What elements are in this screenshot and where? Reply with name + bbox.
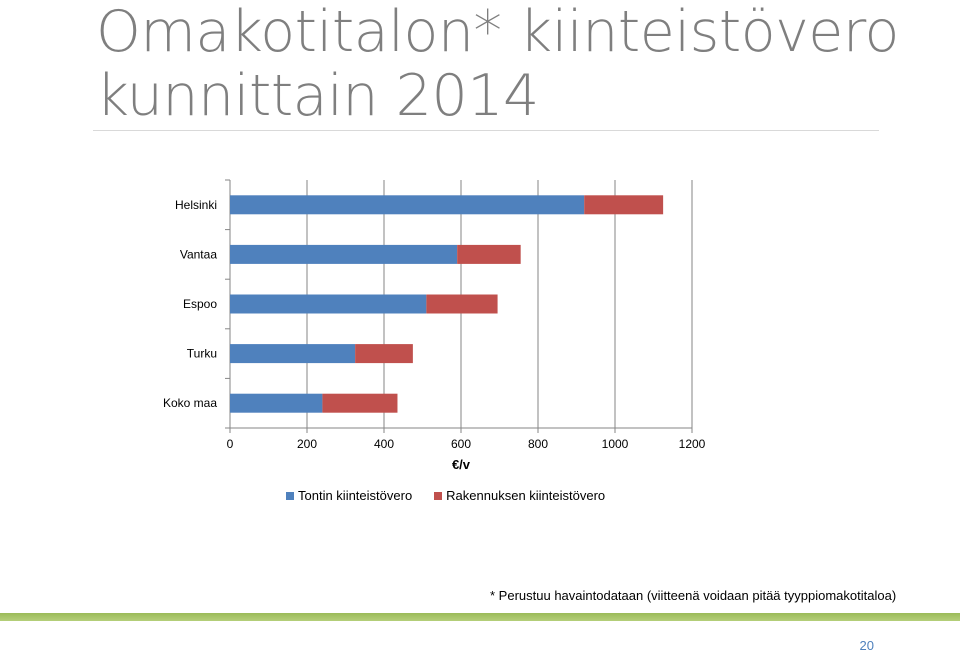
chart-bars <box>230 195 664 413</box>
y-category-label: Turku <box>187 347 217 361</box>
chart-labels: 0 200 400 600 800 1000 1200 Helsinki Vantaa Espoo… <box>163 198 706 472</box>
x-tick-label: 200 <box>297 437 317 451</box>
legend-swatch-tontin <box>286 491 294 500</box>
x-tick-label: 400 <box>374 437 394 451</box>
legend-item-rakennuksen: Rakennuksen kiinteistövero <box>434 488 605 503</box>
bar-rakennuksen-1 <box>457 244 521 264</box>
bar-rakennuksen-3 <box>355 344 413 364</box>
legend-label-rakennuksen: Rakennuksen kiinteistövero <box>446 488 606 503</box>
footer-accent-bar <box>0 613 960 621</box>
x-tick-label: 0 <box>227 437 234 451</box>
bar-tontin-0 <box>230 195 585 215</box>
legend-swatch-rakennuksen <box>434 491 443 500</box>
bar-tontin-2 <box>230 294 427 314</box>
legend-item-tontin: Tontin kiinteistövero <box>286 488 412 503</box>
legend-label-tontin: Tontin kiinteistövero <box>298 488 413 503</box>
bar-tontin-1 <box>230 244 458 264</box>
x-tick-label: 600 <box>451 437 471 451</box>
y-category-label: Helsinki <box>175 198 217 212</box>
title-divider <box>93 130 879 131</box>
bar-rakennuksen-2 <box>426 294 498 314</box>
x-tick-label: 1200 <box>679 437 706 451</box>
chart-axes <box>225 179 693 433</box>
y-category-label: Koko maa <box>163 396 217 410</box>
bar-tontin-3 <box>230 344 356 364</box>
x-tick-label: 1000 <box>602 437 629 451</box>
bar-rakennuksen-0 <box>584 195 664 215</box>
y-category-label: Vantaa <box>180 247 217 261</box>
chart-legend: Tontin kiinteistövero Rakennuksen kiinte… <box>286 488 605 503</box>
bar-rakennuksen-4 <box>322 393 398 413</box>
y-category-label: Espoo <box>183 297 217 311</box>
x-tick-label: 800 <box>528 437 548 451</box>
stacked-bar-chart: 0 200 400 600 800 1000 1200 Helsinki Vantaa Espoo… <box>163 179 706 472</box>
footnote: * Perustuu havaintodataan (viitteenä voi… <box>490 588 897 603</box>
page-number: 20 <box>859 638 874 653</box>
x-axis-title: €/v <box>452 457 471 472</box>
bar-tontin-4 <box>230 393 323 413</box>
slide-title: Omakotitalon* kiinteistövero kunnittain … <box>96 0 899 129</box>
